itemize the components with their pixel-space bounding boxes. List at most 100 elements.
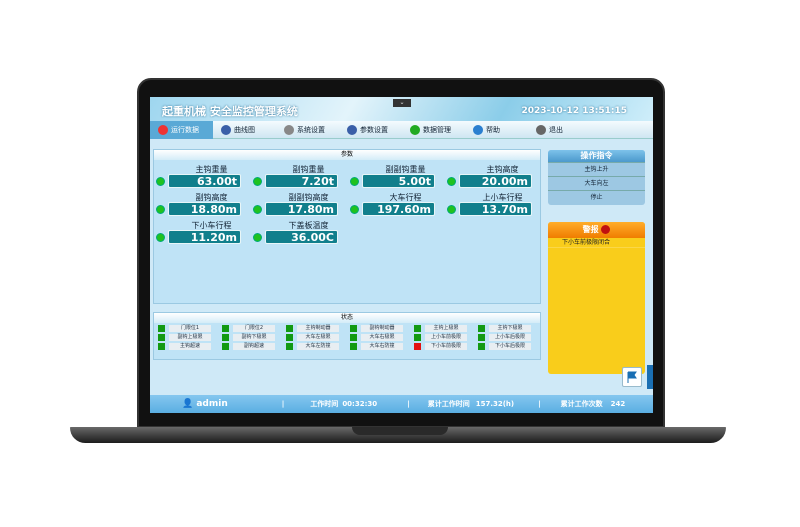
status-label: 门限位2 [233, 325, 275, 332]
work-time: 00:32:30 [342, 400, 378, 408]
nav-label: 帮助 [486, 125, 500, 134]
command-button[interactable]: 主钩上升 [548, 162, 645, 176]
nav-item-3[interactable]: 参数设置 [339, 121, 402, 139]
status-led-icon [253, 204, 262, 214]
status-indicator-icon [414, 343, 421, 350]
command-button[interactable]: 大车向左 [548, 176, 645, 190]
alarm-header: 警报 [548, 222, 645, 238]
status-item: 门限位2 [222, 325, 286, 332]
status-led-icon [253, 232, 262, 242]
status-label: 门限位1 [169, 325, 211, 332]
status-label: 副钩上极限 [169, 334, 211, 341]
status-item: 副钩超速 [222, 343, 286, 350]
status-item: 主钩上极限 [414, 325, 478, 332]
status-item: 下小车后极限 [478, 343, 542, 350]
status-item: 下小车前极限 [414, 343, 478, 350]
param-value: 20.00m [459, 174, 532, 188]
status-label: 大车右极限 [361, 334, 403, 341]
param-label: 大车行程 [389, 193, 422, 202]
side-panel-toggle[interactable] [647, 365, 653, 389]
status-indicator-icon [414, 334, 421, 341]
status-indicator-icon [222, 334, 229, 341]
nav-item-5[interactable]: 帮助 [465, 121, 528, 139]
param-label: 上小车行程 [482, 193, 523, 202]
status-led-icon [156, 204, 165, 214]
nav-item-4[interactable]: 数据管理 [402, 121, 465, 139]
status-label: 主钩下极限 [489, 325, 531, 332]
command-button[interactable]: 停止 [548, 190, 645, 204]
status-label: 下小车前极限 [425, 343, 467, 350]
param-value: 36.00C [265, 230, 338, 244]
status-led-icon [156, 232, 165, 242]
param-item: 副副钩高度 17.80m [253, 192, 350, 216]
nav-label: 退出 [549, 125, 563, 134]
param-value: 13.70m [459, 202, 532, 216]
status-led-icon [350, 204, 359, 214]
params-panel: 参数 主钩重量 63.00t 副钩重量 7.20t 副副钩重量 5.00t 主钩高度 20.0… [153, 149, 541, 304]
nav-item-0[interactable]: 运行数据 [150, 120, 213, 139]
status-label: 上小车后极限 [489, 334, 531, 341]
status-item: 副钩上极限 [158, 334, 222, 341]
status-indicator-icon [286, 325, 293, 332]
status-indicator-icon [350, 325, 357, 332]
total-count-label: 累计工作次数 [560, 400, 603, 408]
alarm-item: 下小车前极限闭合 [548, 238, 645, 248]
flag-icon [627, 371, 637, 383]
nav-label: 参数设置 [360, 125, 388, 134]
status-led-icon [350, 176, 359, 186]
app-screen: 起重机械 安全监控管理系统 ⌄ 2023-10-12 13:51:15 运行数据… [150, 97, 653, 413]
alarm-title: 警报 [582, 225, 599, 234]
param-label: 副钩高度 [195, 193, 228, 202]
param-label: 下盖板温度 [288, 221, 329, 230]
status-item: 主钩制动器 [286, 325, 350, 332]
status-indicator-icon [222, 343, 229, 350]
status-label: 副钩下极限 [233, 334, 275, 341]
status-label: 主钩上极限 [425, 325, 467, 332]
nav-item-6[interactable]: 退出 [528, 121, 591, 139]
param-label: 副副钩重量 [385, 165, 426, 174]
status-label: 上小车前极限 [425, 334, 467, 341]
total-count: 242 [610, 400, 626, 408]
param-value: 17.80m [265, 202, 338, 216]
status-label: 大车左防撞 [297, 343, 339, 350]
status-indicator-icon [478, 334, 485, 341]
status-item: 上小车后极限 [478, 334, 542, 341]
status-item: 大车右极限 [350, 334, 414, 341]
app-header: 起重机械 安全监控管理系统 ⌄ 2023-10-12 13:51:15 [150, 97, 653, 121]
status-item: 副钩制动器 [350, 325, 414, 332]
param-item: 下小车行程 11.20m [156, 220, 253, 244]
alarm-bell-icon [601, 225, 611, 234]
help-icon [473, 124, 483, 135]
status-label: 大车左极限 [297, 334, 339, 341]
status-title: 状态 [154, 313, 540, 323]
param-item: 副钩重量 7.20t [253, 164, 350, 188]
nav-item-2[interactable]: 系统设置 [276, 121, 339, 139]
username: admin [196, 399, 228, 409]
status-item: 副钩下极限 [222, 334, 286, 341]
param-item: 副钩高度 18.80m [156, 192, 253, 216]
param-value: 63.00t [168, 174, 241, 188]
status-indicator-icon [222, 325, 229, 332]
nav-item-1[interactable]: 曲线图 [213, 121, 276, 139]
monitor-icon [221, 124, 231, 135]
main-nav: 运行数据 曲线图 系统设置 参数设置 数据管理 帮助 退出 [150, 120, 653, 139]
command-panel: 操作指令 主钩上升 大车向左 停止 [548, 150, 645, 205]
param-label: 副钩重量 [292, 165, 325, 174]
status-item: 门限位1 [158, 325, 222, 332]
status-item: 主钩超速 [158, 343, 222, 350]
monitor-icon [347, 124, 357, 135]
param-label: 主钩高度 [486, 165, 519, 174]
alarm-panel: 警报 下小车前极限闭合 [548, 222, 645, 374]
param-value: 18.80m [168, 202, 241, 216]
flag-icon-button[interactable] [622, 367, 642, 387]
close-icon [536, 124, 546, 135]
nav-label: 系统设置 [297, 125, 325, 134]
collapse-toggle[interactable]: ⌄ [393, 99, 411, 107]
param-item: 下盖板温度 36.00C [253, 220, 350, 244]
status-indicator-icon [350, 343, 357, 350]
nav-label: 曲线图 [234, 125, 255, 134]
user-icon: 👤 [182, 399, 194, 409]
status-indicator-icon [350, 334, 357, 341]
status-indicator-icon [158, 343, 165, 350]
nav-label: 数据管理 [423, 125, 451, 134]
